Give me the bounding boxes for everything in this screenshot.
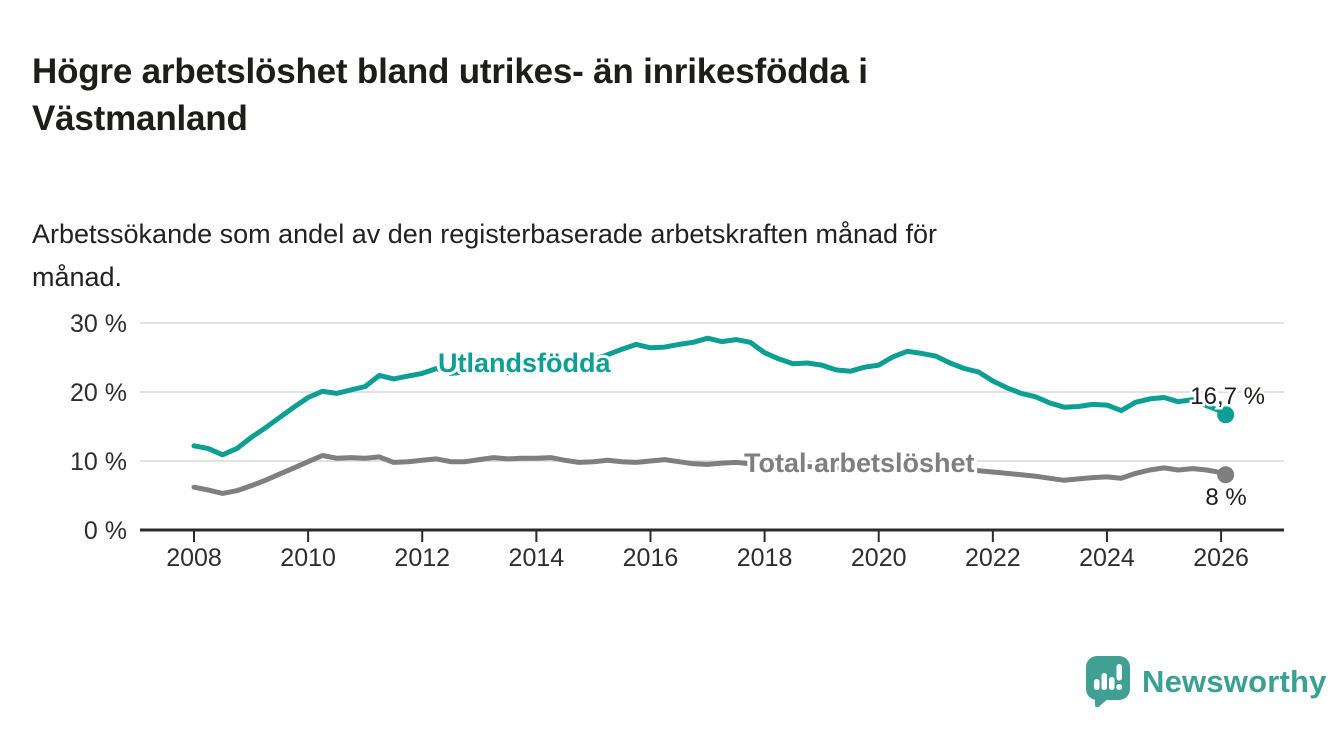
- series-label-total-arbetsl-shet: Total arbetslöshet: [744, 448, 975, 478]
- x-tick-label: 2012: [394, 544, 450, 572]
- subtitle-line-1: Arbetssökande som andel av den registerb…: [32, 219, 938, 249]
- series-end-dot-total-arbetsl-shet: [1217, 466, 1235, 484]
- brand-name: Newsworthy: [1142, 664, 1327, 699]
- series-label-utlandsf-dda: Utlandsfödda: [438, 348, 611, 378]
- x-tick-label: 2026: [1193, 544, 1249, 572]
- chart-subtitle: Arbetssökande som andel av den registerb…: [32, 213, 1252, 299]
- series-end-value-utlandsf-dda: 16,7 %: [1190, 383, 1265, 410]
- series-end-dot-utlandsf-dda: [1217, 406, 1235, 424]
- x-tick-label: 2018: [737, 544, 793, 572]
- y-tick-label: 20 %: [70, 379, 127, 407]
- newsworthy-logo: Newsworthy: [1086, 656, 1327, 708]
- chart-svg: 2008 2010 2012 2014 2016 2018 2020 2022 2024 2026…: [70, 310, 1284, 572]
- x-tick-label: 2020: [851, 544, 907, 572]
- series-line-utlandsf-dda: [191, 335, 1229, 458]
- x-tick-label: 2016: [623, 544, 679, 572]
- line-chart: 2008 2010 2012 2014 2016 2018 2020 2022 2024 2026…: [0, 280, 1340, 600]
- bar-chart-speech-bubble-icon: [1086, 656, 1130, 708]
- page-title: Högre arbetslöshet bland utrikes- än inr…: [32, 49, 1192, 142]
- x-tick-label: 2008: [166, 544, 222, 572]
- series-end-value-total-arbetsl-shet: 8 %: [1205, 484, 1246, 511]
- title-line-1: Högre arbetslöshet bland utrikes- än inr…: [32, 52, 868, 92]
- x-tick-label: 2014: [509, 544, 565, 572]
- y-tick-label: 10 %: [70, 448, 127, 476]
- x-tick-label: 2010: [280, 544, 336, 572]
- x-tick-label: 2024: [1079, 544, 1135, 572]
- x-tick-label: 2022: [965, 544, 1021, 572]
- y-tick-label: 30 %: [70, 310, 127, 338]
- title-line-2: Västmanland: [32, 98, 248, 138]
- y-tick-label: 0 %: [84, 517, 127, 545]
- series-line-total-arbetsl-shet: [191, 453, 1229, 496]
- subtitle-line-2: månad.: [32, 262, 123, 293]
